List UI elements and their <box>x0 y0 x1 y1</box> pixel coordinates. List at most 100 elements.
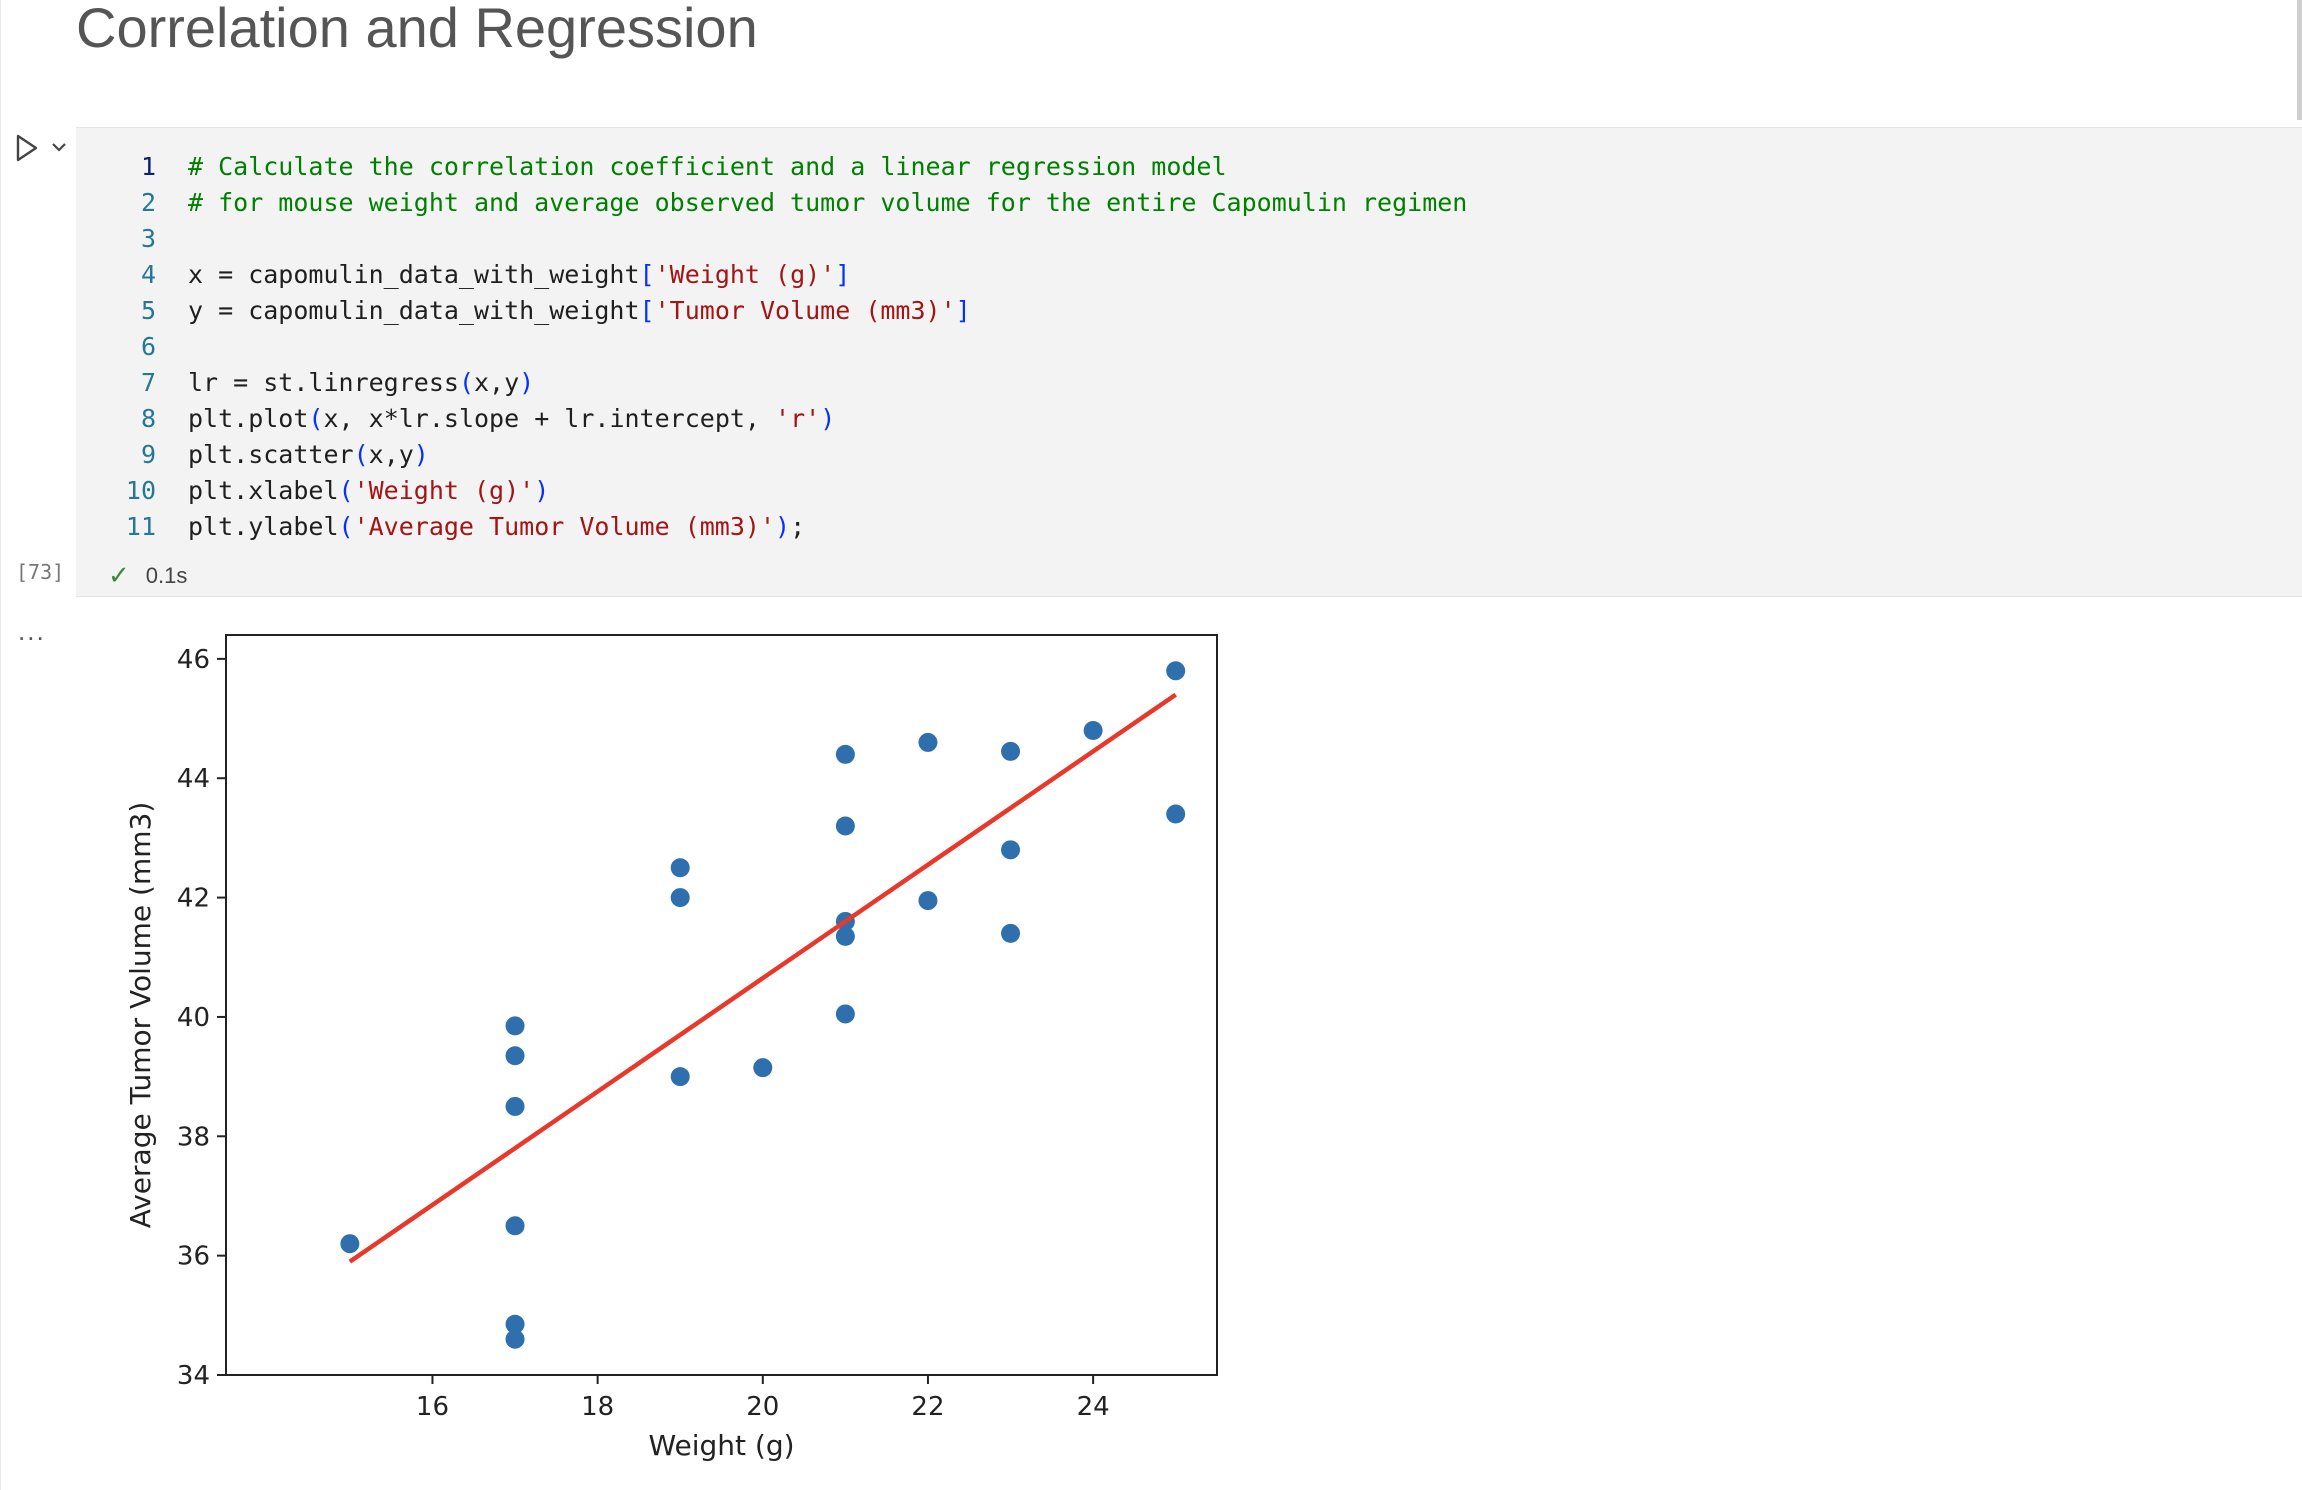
y-tick-label: 36 <box>177 1242 210 1272</box>
scatter-point <box>505 1096 525 1116</box>
code-token: plt.xlabel <box>188 476 339 505</box>
code-token: ) <box>534 476 550 505</box>
code-token: x,y <box>368 440 414 469</box>
code-text[interactable]: lr = st.linregress(x,y) <box>188 365 534 401</box>
scatter-point <box>670 1067 690 1087</box>
code-token: ) <box>519 368 535 397</box>
code-token: ; <box>790 512 806 541</box>
output-more-button[interactable]: ... <box>18 616 46 646</box>
line-number: 3 <box>140 224 156 253</box>
code-token: plt.scatter <box>188 440 354 469</box>
scatter-point <box>340 1234 360 1254</box>
scatter-point <box>1001 923 1021 943</box>
scrollbar-thumb[interactable] <box>2297 0 2302 120</box>
x-tick-label: 18 <box>581 1392 614 1422</box>
run-cell-button[interactable] <box>14 134 74 164</box>
code-text[interactable]: # for mouse weight and average observed … <box>188 185 1467 221</box>
code-token: x = capomulin_data_with_weight <box>188 260 640 289</box>
code-token: ] <box>835 260 851 289</box>
plot-frame <box>225 634 1218 1376</box>
page-title: Correlation and Regression <box>76 0 758 59</box>
code-token: lr = st.linregress <box>188 368 459 397</box>
scatter-point <box>1001 840 1021 860</box>
line-number: 6 <box>140 332 156 361</box>
code-token: 'Weight (g)' <box>654 260 836 289</box>
code-token: ( <box>338 476 354 505</box>
y-tick-label: 40 <box>177 1003 210 1033</box>
scatter-point <box>1166 661 1186 681</box>
scatter-point <box>918 732 938 752</box>
chevron-down-icon[interactable] <box>52 143 66 152</box>
scatter-point <box>670 888 690 908</box>
code-text[interactable]: x = capomulin_data_with_weight['Weight (… <box>188 257 850 293</box>
code-text[interactable]: y = capomulin_data_with_weight['Tumor Vo… <box>188 293 971 329</box>
code-text[interactable]: plt.xlabel('Weight (g)') <box>188 473 549 509</box>
code-token: ) <box>775 512 791 541</box>
code-token: x,y <box>474 368 520 397</box>
scatter-point <box>1166 804 1186 824</box>
scatter-point <box>1083 720 1103 740</box>
line-number: 4 <box>140 260 156 289</box>
code-text[interactable]: # Calculate the correlation coefficient … <box>188 149 1227 185</box>
x-axis-label: Weight (g) <box>648 1429 794 1462</box>
execution-status: ✓ 0.1s <box>108 560 187 591</box>
x-tick-label: 24 <box>1077 1392 1110 1422</box>
code-token: ] <box>955 296 971 325</box>
line-number: 11 <box>125 512 156 541</box>
code-text[interactable]: plt.plot(x, x*lr.slope + lr.intercept, '… <box>188 401 835 437</box>
x-tick-label: 16 <box>416 1392 449 1422</box>
code-token: plt.plot <box>188 404 309 433</box>
code-token: ) <box>820 404 836 433</box>
scatter-point <box>753 1058 773 1078</box>
line-number: 7 <box>140 368 156 397</box>
code-token: ( <box>458 368 474 397</box>
line-number: 8 <box>140 404 156 433</box>
code-token: 'Average Tumor Volume (mm3)' <box>353 512 776 541</box>
code-token: # for mouse weight and average observed … <box>188 188 1468 217</box>
scatter-point <box>835 926 855 946</box>
code-token: x, x*lr.slope + lr.intercept, <box>323 404 776 433</box>
y-axis-label: Average Tumor Volume (mm3) <box>124 802 157 1229</box>
code-token: ( <box>338 512 354 541</box>
code-token: 'Tumor Volume (mm3)' <box>654 296 956 325</box>
code-text[interactable]: plt.ylabel('Average Tumor Volume (mm3)')… <box>188 509 805 545</box>
x-tick-label: 20 <box>746 1392 779 1422</box>
code-token: plt.ylabel <box>188 512 339 541</box>
scatter-point <box>505 1216 525 1236</box>
y-tick-label: 38 <box>177 1122 210 1152</box>
scatter-point <box>1001 741 1021 761</box>
code-token: # Calculate the correlation coefficient … <box>188 152 1227 181</box>
code-token: [ <box>639 296 655 325</box>
scatter-point <box>918 891 938 911</box>
editor-left-edge <box>0 0 1 1490</box>
line-number: 5 <box>140 296 156 325</box>
scatter-point <box>670 858 690 878</box>
scatter-point <box>505 1016 525 1036</box>
x-tick-label: 22 <box>911 1392 944 1422</box>
code-cell-editor[interactable]: 1 # Calculate the correlation coefficient… <box>76 127 2302 597</box>
code-token: ( <box>353 440 369 469</box>
scatter-point <box>835 1004 855 1024</box>
check-icon: ✓ <box>108 560 130 590</box>
play-icon[interactable] <box>16 134 38 162</box>
execution-count: [73] <box>16 560 65 584</box>
line-number: 1 <box>140 152 156 181</box>
y-tick-label: 46 <box>177 645 210 675</box>
code-token: ( <box>308 404 324 433</box>
scatter-point <box>505 1329 525 1349</box>
code-token: y = capomulin_data_with_weight <box>188 296 640 325</box>
code-token: 'r' <box>775 404 821 433</box>
scatter-point <box>505 1314 525 1334</box>
y-tick-label: 42 <box>177 884 210 914</box>
line-number: 9 <box>140 440 156 469</box>
line-number: 2 <box>140 188 156 217</box>
scatter-point <box>835 816 855 836</box>
scatter-point <box>505 1046 525 1066</box>
regression-line <box>348 692 1177 1264</box>
execution-time: 0.1s <box>145 562 188 588</box>
y-tick-label: 44 <box>177 764 210 794</box>
code-text[interactable]: plt.scatter(x,y) <box>188 437 429 473</box>
code-token: [ <box>639 260 655 289</box>
code-token: ) <box>413 440 429 469</box>
